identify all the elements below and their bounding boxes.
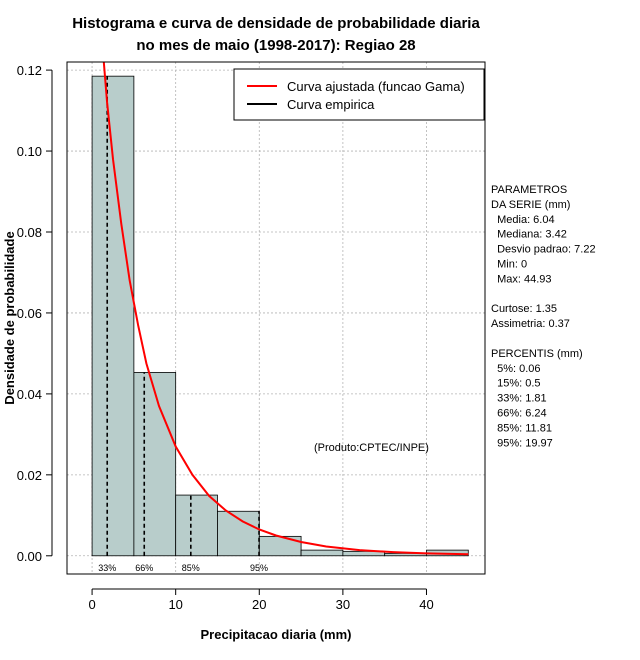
percentile-label-33: 33%	[98, 563, 116, 573]
y-tick-label-6: 0.12	[17, 63, 42, 78]
x-tick-label-10: 10	[168, 597, 182, 612]
y-tick-label-1: 0.02	[17, 468, 42, 483]
fitted-gamma-curve	[102, 61, 469, 556]
side-panel-line-4: Desvio padrao: 7.22	[491, 244, 596, 256]
chart-annotation: (Produto:CPTEC/INPE)	[314, 442, 429, 454]
legend: Curva ajustada (funcao Gama) Curva empir…	[233, 68, 485, 121]
x-tick-label-40: 40	[419, 597, 433, 612]
percentile-label-66: 66%	[135, 563, 153, 573]
x-axis-label: Precipitacao diaria (mm)	[201, 627, 352, 642]
legend-fitted-label: Curva ajustada (funcao Gama)	[287, 79, 465, 94]
side-panel-line-11: PERCENTIS (mm)	[491, 348, 583, 360]
percentile-markers: 33% 66% 85% 95%	[98, 76, 268, 573]
chart-title-line-1: Histograma e curva de densidade de proba…	[72, 15, 480, 32]
side-panel-line-1: DA SERIE (mm)	[491, 199, 570, 211]
x-axis: 0 10 20 30 40	[88, 588, 434, 612]
x-tick-label-0: 0	[88, 597, 95, 612]
legend-empirical-label: Curva empirica	[287, 97, 375, 112]
y-tick-label-0: 0.00	[17, 549, 42, 564]
side-panel-line-14: 33%: 1.81	[491, 393, 547, 405]
side-panel-line-8: Curtose: 1.35	[491, 303, 557, 315]
side-panel-line-9: Assimetria: 0.37	[491, 318, 570, 330]
series-parameters-panel: PARAMETROS DA SERIE (mm) Media: 6.04 Medi…	[491, 184, 596, 449]
x-tick-label-20: 20	[252, 597, 266, 612]
percentile-label-95: 95%	[250, 563, 268, 573]
side-panel-line-0: PARAMETROS	[491, 184, 567, 196]
side-panel-line-3: Mediana: 3.42	[491, 229, 567, 241]
x-tick-label-30: 30	[336, 597, 350, 612]
y-tick-label-3: 0.06	[17, 306, 42, 321]
plot-frame	[66, 61, 486, 575]
y-axis: 0.00 0.02 0.04 0.06 0.08 0.10 0.12	[17, 63, 53, 564]
histogram-bar-6	[300, 549, 344, 557]
percentile-label-85: 85%	[182, 563, 200, 573]
side-panel-line-13: 15%: 0.5	[491, 378, 541, 390]
y-tick-label-4: 0.08	[17, 225, 42, 240]
histogram-bar-2	[133, 372, 177, 557]
side-panel-line-6: Max: 44.93	[491, 273, 552, 285]
histogram-bars	[91, 75, 469, 557]
y-tick-label-2: 0.04	[17, 387, 42, 402]
histogram-bar-5	[258, 535, 302, 557]
side-panel-line-12: 5%: 0.06	[491, 363, 541, 375]
side-panel-line-2: Media: 6.04	[491, 214, 555, 226]
side-panel-line-17: 95%: 19.97	[491, 437, 553, 449]
y-tick-label-5: 0.10	[17, 144, 42, 159]
histogram-bar-1	[91, 75, 135, 557]
chart-title-line-2: no mes de maio (1998-2017): Regiao 28	[136, 37, 415, 54]
side-panel-line-5: Min: 0	[491, 259, 527, 271]
legend-box	[233, 68, 485, 121]
y-axis-label: Densidade de probabilidade	[2, 231, 17, 404]
side-panel-line-15: 66%: 6.24	[491, 408, 547, 420]
side-panel-line-16: 85%: 11.81	[491, 422, 552, 434]
fitted-curve-layer	[102, 61, 469, 556]
histogram-bar-3	[175, 494, 218, 557]
